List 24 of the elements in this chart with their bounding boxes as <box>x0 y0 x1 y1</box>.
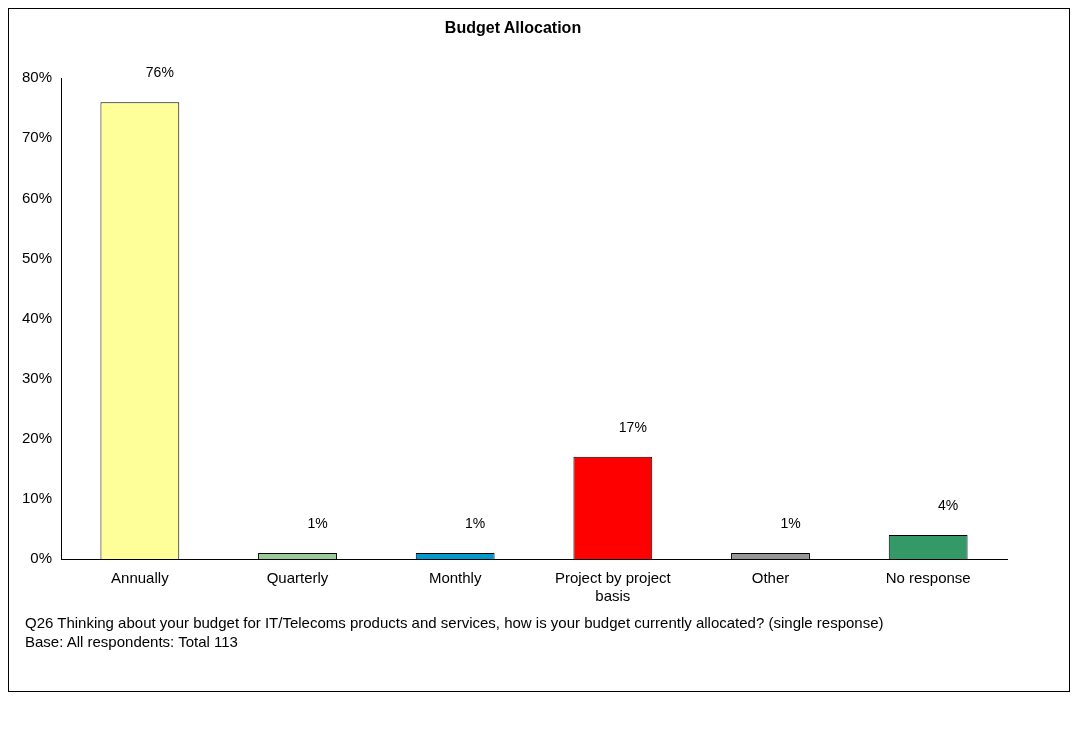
data-label: 76% <box>145 64 174 81</box>
data-label: 1% <box>780 514 801 531</box>
data-label: 1% <box>307 514 328 531</box>
data-label: 1% <box>465 514 486 531</box>
y-tick-label: 50% <box>21 248 53 266</box>
x-tick-label: Annually <box>111 569 170 587</box>
x-tick-label: No response <box>885 569 971 587</box>
y-tick-label: 30% <box>21 368 53 386</box>
x-tick-label: Quarterly <box>266 569 329 587</box>
x-tick-label: Project by project basis <box>554 569 672 605</box>
x-tick-label: Other <box>751 569 790 587</box>
y-tick-label: 70% <box>21 128 53 146</box>
data-label: 4% <box>938 496 959 513</box>
y-tick-label: 40% <box>21 308 53 326</box>
data-label: 17% <box>618 418 647 435</box>
y-tick-label: 60% <box>21 188 53 206</box>
y-tick-label: 20% <box>21 428 53 446</box>
text: Base: All respondents: Total 113 <box>25 632 239 651</box>
text: Q26 Thinking about your budget for IT/Telecoms products and services, how is your budget currently allocated? (single response) <box>25 613 885 632</box>
y-tick-label: 80% <box>21 68 53 86</box>
x-tick-label: Monthly <box>428 569 482 587</box>
chart-title: Budget Allocation <box>444 19 582 37</box>
y-tick-label: 0% <box>30 549 53 567</box>
y-tick-label: 10% <box>21 489 53 507</box>
